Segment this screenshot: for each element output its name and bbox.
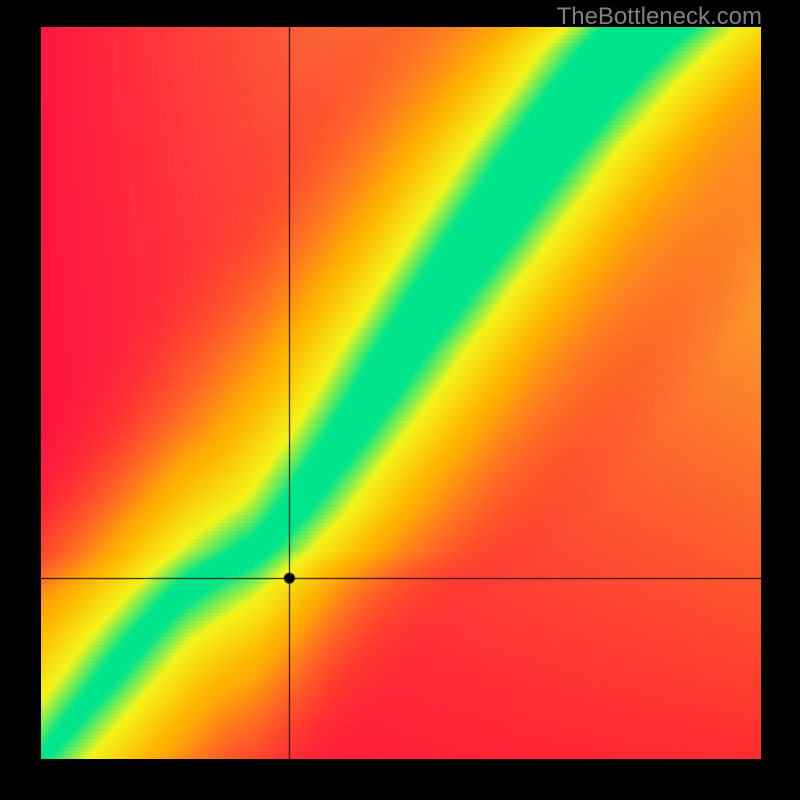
bottleneck-heatmap: [41, 27, 761, 759]
chart-container: TheBottleneck.com: [0, 0, 800, 800]
watermark-label: TheBottleneck.com: [557, 3, 762, 31]
